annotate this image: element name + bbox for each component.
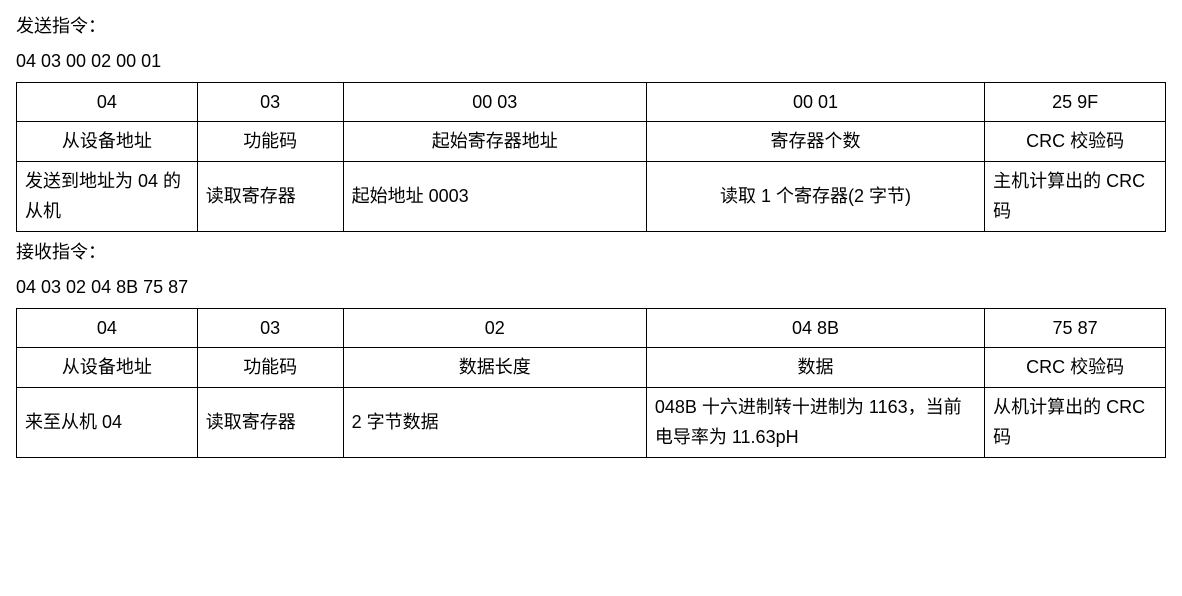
send-table: 04 03 00 03 00 01 25 9F 从设备地址 功能码 起始寄存器地… [16, 82, 1166, 232]
table-cell: CRC 校验码 [985, 348, 1166, 388]
table-cell: 读取 1 个寄存器(2 字节) [646, 161, 984, 231]
table-cell: 数据长度 [343, 348, 646, 388]
table-cell: 从设备地址 [17, 348, 198, 388]
table-cell: 从机计算出的 CRC 码 [985, 387, 1166, 457]
table-row: 从设备地址 功能码 起始寄存器地址 寄存器个数 CRC 校验码 [17, 122, 1166, 162]
table-cell: CRC 校验码 [985, 122, 1166, 162]
table-row: 发送到地址为 04 的从机 读取寄存器 起始地址 0003 读取 1 个寄存器(… [17, 161, 1166, 231]
table-cell: 来至从机 04 [17, 387, 198, 457]
recv-command-bytes: 04 03 02 04 8B 75 87 [16, 273, 1166, 302]
table-row: 04 03 02 04 8B 75 87 [17, 308, 1166, 348]
table-cell: 功能码 [197, 122, 343, 162]
table-cell: 04 8B [646, 308, 984, 348]
table-cell: 寄存器个数 [646, 122, 984, 162]
table-row: 来至从机 04 读取寄存器 2 字节数据 048B 十六进制转十进制为 1163… [17, 387, 1166, 457]
table-cell: 发送到地址为 04 的从机 [17, 161, 198, 231]
table-cell: 读取寄存器 [197, 161, 343, 231]
table-cell: 02 [343, 308, 646, 348]
table-cell: 读取寄存器 [197, 387, 343, 457]
table-cell: 048B 十六进制转十进制为 1163，当前电导率为 11.63pH [646, 387, 984, 457]
table-cell: 功能码 [197, 348, 343, 388]
table-cell: 04 [17, 82, 198, 122]
table-cell: 00 01 [646, 82, 984, 122]
send-command-label: 发送指令： [16, 12, 1166, 41]
table-cell: 从设备地址 [17, 122, 198, 162]
send-command-bytes: 04 03 00 02 00 01 [16, 47, 1166, 76]
table-cell: 起始地址 0003 [343, 161, 646, 231]
table-cell: 主机计算出的 CRC 码 [985, 161, 1166, 231]
table-cell: 起始寄存器地址 [343, 122, 646, 162]
recv-table: 04 03 02 04 8B 75 87 从设备地址 功能码 数据长度 数据 C… [16, 308, 1166, 458]
table-row: 从设备地址 功能码 数据长度 数据 CRC 校验码 [17, 348, 1166, 388]
table-row: 04 03 00 03 00 01 25 9F [17, 82, 1166, 122]
table-cell: 数据 [646, 348, 984, 388]
table-cell: 03 [197, 82, 343, 122]
table-cell: 75 87 [985, 308, 1166, 348]
recv-command-label: 接收指令： [16, 238, 1166, 267]
table-cell: 00 03 [343, 82, 646, 122]
table-cell: 03 [197, 308, 343, 348]
table-cell: 25 9F [985, 82, 1166, 122]
table-cell: 2 字节数据 [343, 387, 646, 457]
table-cell: 04 [17, 308, 198, 348]
